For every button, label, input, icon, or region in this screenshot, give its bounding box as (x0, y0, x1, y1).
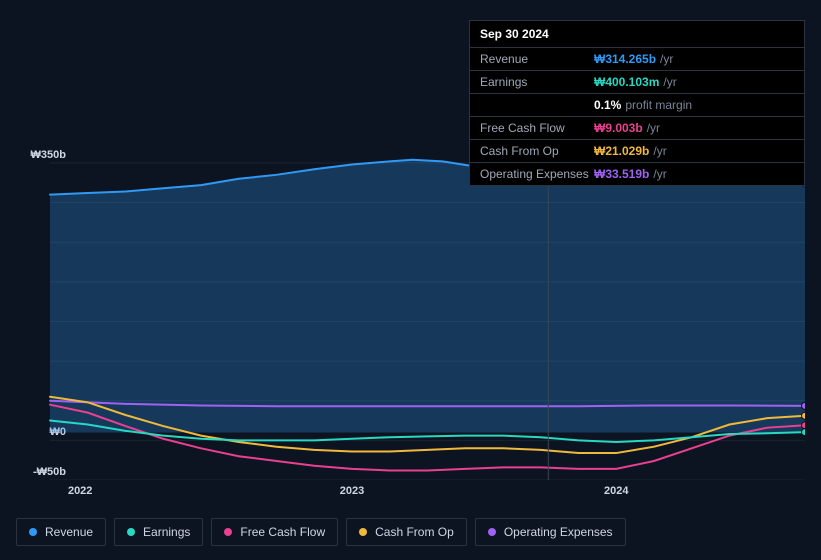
legend-swatch (224, 528, 232, 536)
legend-swatch (359, 528, 367, 536)
tooltip-row-label: Revenue (480, 52, 594, 66)
tooltip-row: 0.1% profit margin (470, 94, 804, 117)
legend-swatch (29, 528, 37, 536)
series-end-dot (802, 402, 806, 409)
legend-swatch (127, 528, 135, 536)
tooltip-row-value: ₩314.265b (594, 52, 656, 66)
tooltip-row-value: 0.1% (594, 98, 621, 112)
tooltip-row: Free Cash Flow₩9.003b/yr (470, 117, 804, 140)
legend-item[interactable]: Operating Expenses (475, 518, 626, 546)
legend-label: Earnings (143, 525, 190, 539)
x-tick-label: 2022 (68, 485, 92, 497)
chart-plot[interactable] (16, 155, 805, 495)
chart-container: Sep 30 2024 Revenue₩314.265b/yrEarnings₩… (0, 0, 821, 560)
series-end-dot (802, 429, 806, 436)
tooltip-row: Revenue₩314.265b/yr (470, 48, 804, 71)
tooltip-row-label (480, 98, 594, 112)
legend-item[interactable]: Free Cash Flow (211, 518, 338, 546)
legend-item[interactable]: Cash From Op (346, 518, 467, 546)
legend-label: Cash From Op (375, 525, 454, 539)
legend-label: Free Cash Flow (240, 525, 325, 539)
tooltip-row-value: ₩400.103m (594, 75, 659, 89)
legend-item[interactable]: Revenue (16, 518, 106, 546)
legend-label: Operating Expenses (504, 525, 613, 539)
tooltip-row-label: Cash From Op (480, 144, 594, 158)
tooltip-row-unit: /yr (653, 144, 666, 158)
tooltip-date: Sep 30 2024 (470, 21, 804, 48)
legend-label: Revenue (45, 525, 93, 539)
tooltip-row-unit: profit margin (625, 98, 692, 112)
tooltip-row-value: ₩21.029b (594, 144, 649, 158)
tooltip-row-unit: /yr (647, 121, 660, 135)
x-axis-labels: 2022 2023 2024 (16, 485, 805, 503)
tooltip-row-unit: /yr (653, 167, 666, 181)
data-tooltip: Sep 30 2024 Revenue₩314.265b/yrEarnings₩… (469, 20, 805, 186)
tooltip-row-value: ₩33.519b (594, 167, 649, 181)
legend-item[interactable]: Earnings (114, 518, 203, 546)
tooltip-row: Cash From Op₩21.029b/yr (470, 140, 804, 163)
tooltip-row-unit: /yr (660, 52, 673, 66)
series-end-dot (802, 422, 806, 429)
tooltip-row-label: Operating Expenses (480, 167, 594, 181)
legend: Revenue Earnings Free Cash Flow Cash From O… (16, 518, 626, 546)
tooltip-row-label: Free Cash Flow (480, 121, 594, 135)
x-tick-label: 2023 (340, 485, 364, 497)
legend-swatch (488, 528, 496, 536)
tooltip-row: Operating Expenses₩33.519b/yr (470, 163, 804, 185)
series-end-dot (802, 412, 806, 419)
tooltip-row-value: ₩9.003b (594, 121, 643, 135)
tooltip-row-label: Earnings (480, 75, 594, 89)
tooltip-row: Earnings₩400.103m/yr (470, 71, 804, 94)
x-tick-label: 2024 (604, 485, 628, 497)
tooltip-row-unit: /yr (663, 75, 676, 89)
